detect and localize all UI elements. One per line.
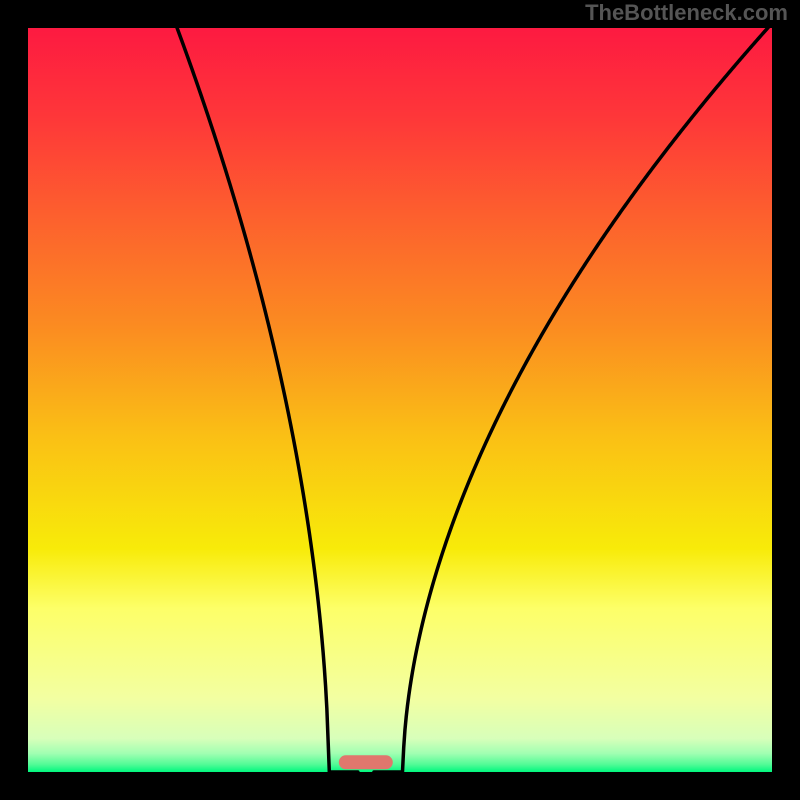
bottleneck-chart: [0, 0, 800, 800]
bottleneck-marker: [339, 755, 393, 769]
chart-container: { "chart": { "type": "line", "width": 80…: [0, 0, 800, 800]
gradient-background: [28, 28, 772, 772]
watermark-text: TheBottleneck.com: [585, 0, 788, 26]
